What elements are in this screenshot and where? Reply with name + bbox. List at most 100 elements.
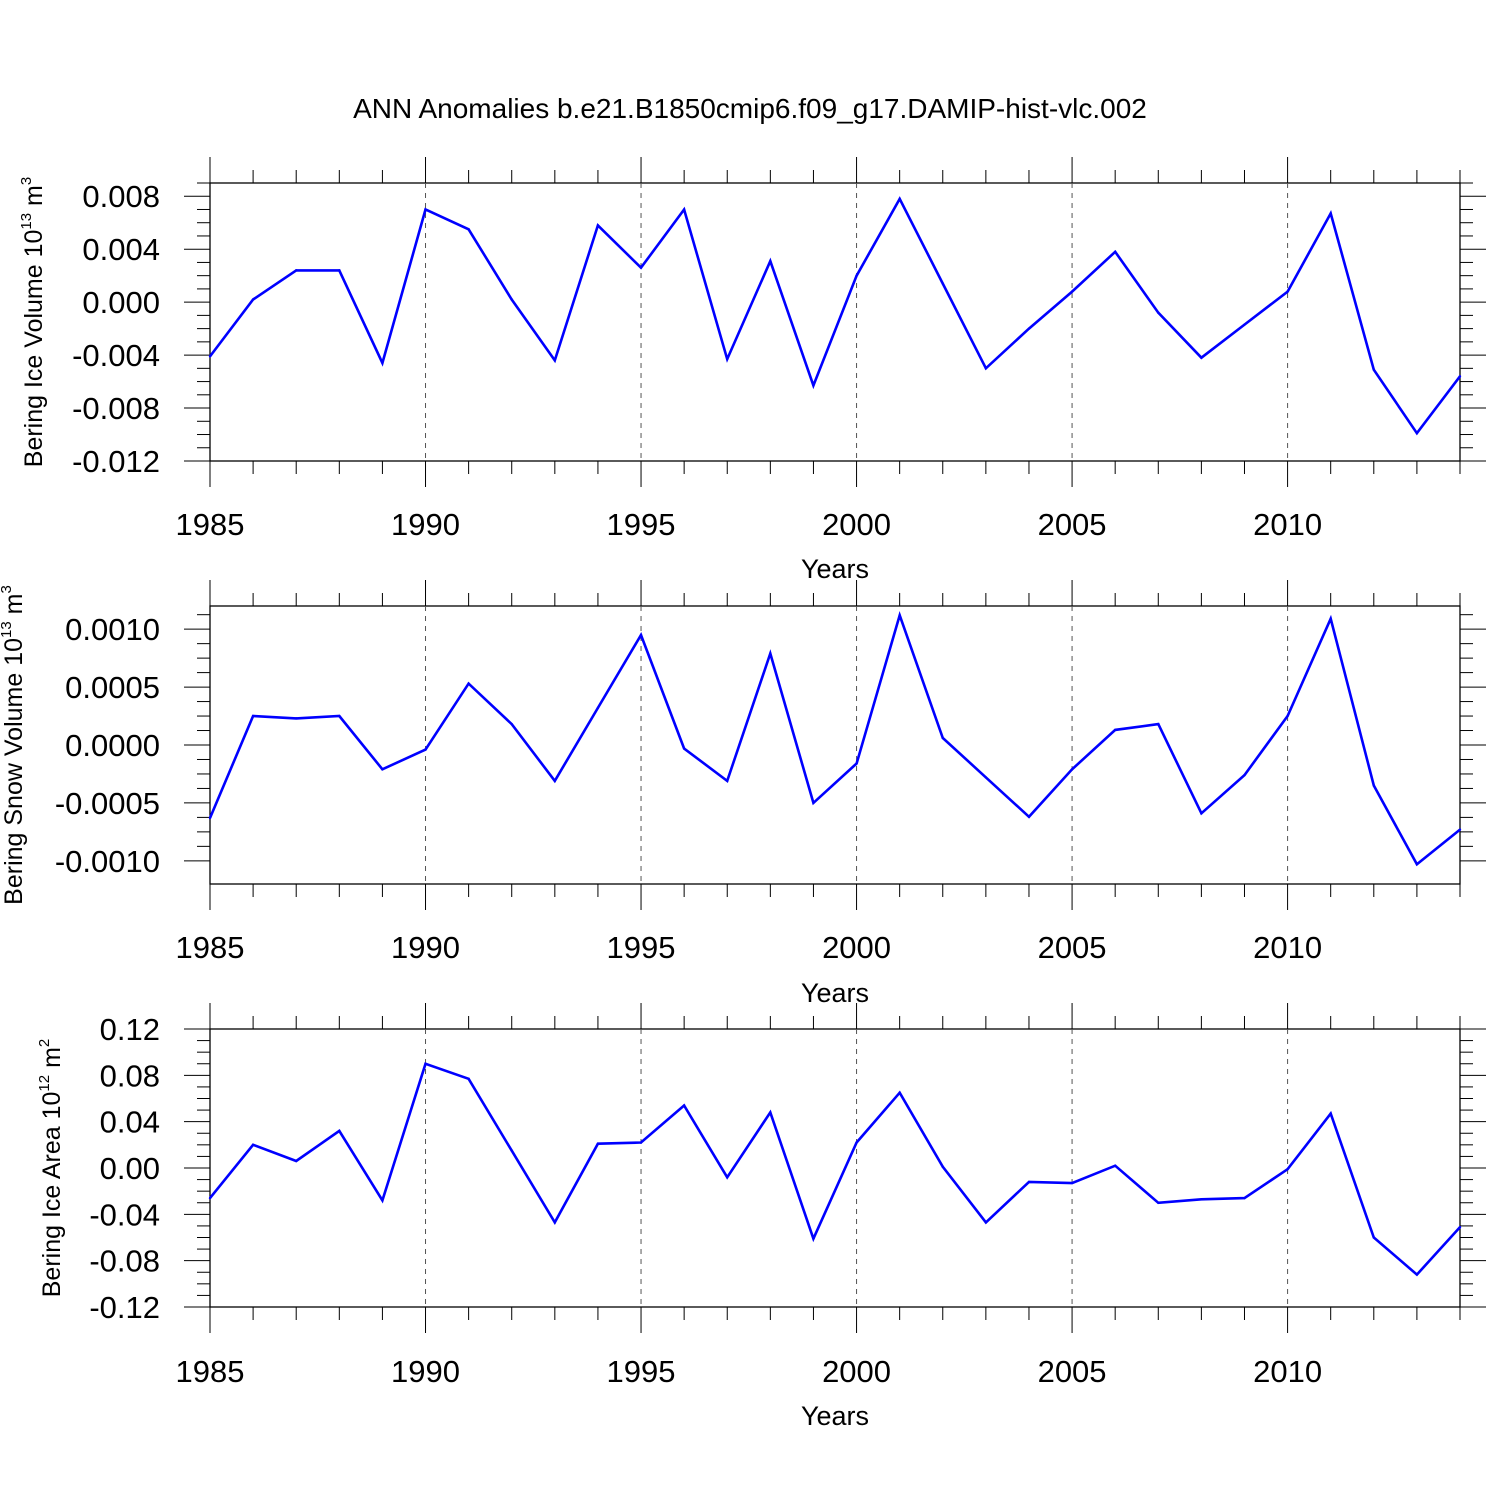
chart-title: ANN Anomalies b.e21.B1850cmip6.f09_g17.D… bbox=[353, 93, 1147, 124]
plot-frame bbox=[209, 182, 1461, 462]
x-tick-label: 1995 bbox=[607, 1354, 676, 1389]
data-point bbox=[1070, 768, 1074, 771]
x-tick-label: 2010 bbox=[1253, 507, 1322, 542]
data-point bbox=[1027, 327, 1031, 330]
data-point bbox=[769, 652, 772, 655]
data-point bbox=[812, 384, 815, 387]
data-point bbox=[639, 633, 643, 637]
x-tick-label: 1985 bbox=[176, 1354, 245, 1389]
data-point bbox=[941, 736, 944, 740]
data-point bbox=[639, 1141, 643, 1144]
y-tick-label: 0.08 bbox=[100, 1058, 160, 1093]
data-point bbox=[424, 1062, 427, 1065]
data-point bbox=[1415, 863, 1419, 866]
y-tick-label: -0.008 bbox=[72, 391, 160, 426]
panel-3: 1985 1990 1995 2000 2005 2010 Years 0.12 0.08 0.0… bbox=[36, 1003, 1486, 1431]
y-axis-title-unit-exponent: 3 bbox=[18, 177, 35, 185]
data-point bbox=[553, 779, 557, 783]
data-point bbox=[251, 298, 255, 301]
y-tick-label: -0.12 bbox=[89, 1290, 160, 1325]
x-tick-label: 1995 bbox=[607, 507, 676, 542]
y-axis-title-exponent: 13 bbox=[0, 621, 15, 638]
data-point bbox=[1372, 784, 1375, 787]
y-tick-label: -0.0005 bbox=[55, 786, 160, 821]
series-line bbox=[208, 196, 1462, 436]
y-tick-label: 0.000 bbox=[82, 285, 160, 320]
data-point bbox=[1157, 722, 1160, 726]
x-tick-label: 1995 bbox=[607, 930, 676, 965]
y-axis-title: Bering Ice Area 1012 m2 bbox=[36, 1039, 66, 1298]
y-axis-title-text: Bering Ice Area 10 bbox=[38, 1092, 66, 1298]
data-point bbox=[251, 714, 255, 718]
data-point bbox=[855, 1141, 858, 1144]
series-line bbox=[208, 611, 1461, 867]
x-tick-label: 1990 bbox=[391, 930, 460, 965]
panel-2: 1985 1990 1995 2000 2005 2010 Years 0.0010 0.000… bbox=[0, 580, 1486, 1008]
y-axis-title-exponent: 12 bbox=[36, 1075, 53, 1092]
data-point bbox=[984, 776, 988, 779]
data-point bbox=[855, 762, 858, 765]
data-point bbox=[941, 1165, 944, 1169]
data-point bbox=[812, 801, 815, 805]
plot-frame bbox=[209, 605, 1461, 885]
y-axis-title: Bering Snow Volume 1013 m3 bbox=[0, 585, 28, 905]
y-tick-label: -0.0010 bbox=[55, 844, 160, 879]
data-point bbox=[381, 361, 384, 365]
data-point bbox=[682, 747, 686, 750]
x-axis-title: Years bbox=[801, 1401, 869, 1431]
data-point bbox=[510, 1149, 513, 1152]
data-point bbox=[1243, 323, 1246, 326]
y-tick-label: -0.012 bbox=[72, 444, 160, 479]
data-point bbox=[1070, 290, 1074, 293]
plot-frame bbox=[209, 1028, 1461, 1308]
x-axis-title: Years bbox=[801, 978, 869, 1008]
data-point bbox=[553, 1221, 557, 1224]
data-point bbox=[898, 614, 901, 617]
data-point bbox=[1286, 290, 1289, 293]
y-axis-title-unit: m bbox=[0, 594, 28, 622]
data-point bbox=[510, 298, 513, 301]
data-point bbox=[208, 1196, 212, 1200]
data-point bbox=[1070, 1181, 1074, 1185]
data-point bbox=[381, 1199, 384, 1202]
data-point bbox=[941, 282, 944, 285]
data-point bbox=[984, 367, 988, 370]
data-point bbox=[855, 274, 858, 277]
data-point bbox=[769, 1111, 772, 1114]
data-point bbox=[1243, 1196, 1246, 1200]
data-point bbox=[251, 1143, 255, 1147]
data-point bbox=[295, 1159, 298, 1163]
data-point bbox=[467, 1077, 470, 1081]
data-point bbox=[338, 269, 341, 272]
data-point bbox=[1200, 812, 1203, 815]
data-point bbox=[596, 224, 600, 227]
data-point bbox=[1329, 212, 1332, 215]
x-tick-label: 1990 bbox=[391, 1354, 460, 1389]
data-point bbox=[295, 717, 298, 720]
data-point bbox=[898, 1091, 901, 1094]
data-point bbox=[682, 1104, 686, 1107]
data-point bbox=[208, 816, 212, 820]
y-tick-label: -0.08 bbox=[89, 1244, 160, 1279]
data-point bbox=[726, 357, 729, 361]
data-point bbox=[1243, 773, 1246, 777]
data-point bbox=[338, 1129, 341, 1133]
y-axis-title: Bering Ice Volume 1013 m3 bbox=[18, 177, 48, 467]
data-point bbox=[295, 269, 298, 272]
data-point bbox=[1200, 1198, 1203, 1201]
data-point bbox=[1458, 375, 1462, 378]
data-point bbox=[596, 1142, 600, 1145]
data-point bbox=[1329, 1112, 1332, 1115]
data-point bbox=[1458, 1225, 1462, 1229]
data-point bbox=[1113, 728, 1117, 732]
data-point bbox=[1372, 1236, 1375, 1239]
x-tick-label: 2000 bbox=[822, 507, 891, 542]
data-point bbox=[1286, 714, 1289, 718]
data-point bbox=[812, 1237, 815, 1240]
data-point bbox=[1372, 368, 1375, 371]
y-tick-label: 0.0000 bbox=[65, 728, 160, 763]
data-point bbox=[1329, 617, 1332, 620]
data-point bbox=[1415, 432, 1419, 435]
